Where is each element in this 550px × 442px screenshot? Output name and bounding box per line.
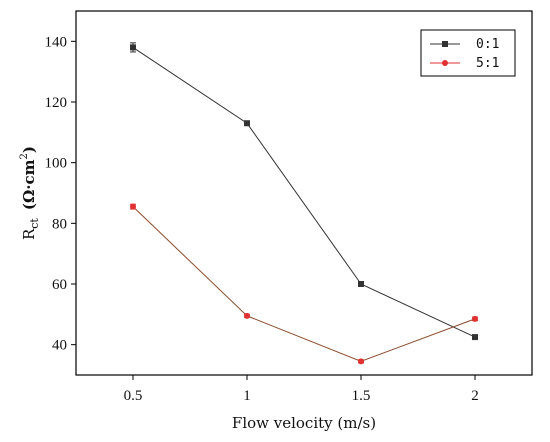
plot-frame	[75, 10, 533, 376]
data-point	[130, 203, 136, 210]
x-tick-label-2: 1.5	[352, 388, 371, 404]
x-axis: 0.5 1 1.5 2	[124, 375, 479, 404]
legend-label-1: 5:1	[476, 56, 499, 71]
series-1	[130, 203, 478, 365]
legend-marker-1	[442, 60, 448, 66]
x-axis-title: Flow velocity (m/s)	[232, 414, 376, 432]
legend-box	[420, 29, 516, 77]
y-tick-label-120: 120	[45, 95, 68, 111]
legend-marker-0	[442, 41, 448, 47]
y-axis: 40 60 80 100 120 140	[45, 34, 76, 354]
legend: 0:1 5:1	[420, 29, 516, 77]
data-point	[472, 315, 478, 322]
data-point	[358, 281, 364, 287]
y-tick-label-60: 60	[52, 277, 67, 293]
data-point	[244, 312, 250, 319]
y-tick-label-140: 140	[45, 34, 68, 50]
data-point	[472, 334, 478, 341]
series-0	[130, 42, 478, 341]
y-axis-title-unit: (Ω·cm	[20, 159, 38, 210]
series-line-0	[132, 46, 476, 338]
svg-text:Rct(Ω·cm2): Rct (Ω·cm2)	[19, 146, 41, 240]
y-tick-label-40: 40	[52, 338, 67, 354]
series-line-1	[132, 206, 476, 362]
x-tick-label-1: 1	[243, 388, 251, 404]
legend-label-0: 0:1	[476, 37, 499, 52]
y-tick-label-100: 100	[45, 156, 68, 172]
y-axis-title-unit-close: )	[20, 146, 38, 153]
data-point	[244, 120, 250, 127]
y-axis-title-unit-sup: 2	[19, 153, 30, 159]
y-axis-title: Rct (Ω·cm2)	[19, 146, 41, 240]
y-axis-title-sub: ct	[28, 218, 41, 229]
data-point	[130, 44, 136, 51]
x-tick-label-3: 2	[471, 388, 479, 404]
x-tick-label-0: 0.5	[124, 388, 143, 404]
data-point	[358, 358, 364, 365]
y-axis-title-main: R	[20, 228, 38, 240]
plot-area	[75, 10, 533, 376]
y-tick-label-80: 80	[52, 216, 67, 232]
series-layer	[130, 42, 478, 365]
